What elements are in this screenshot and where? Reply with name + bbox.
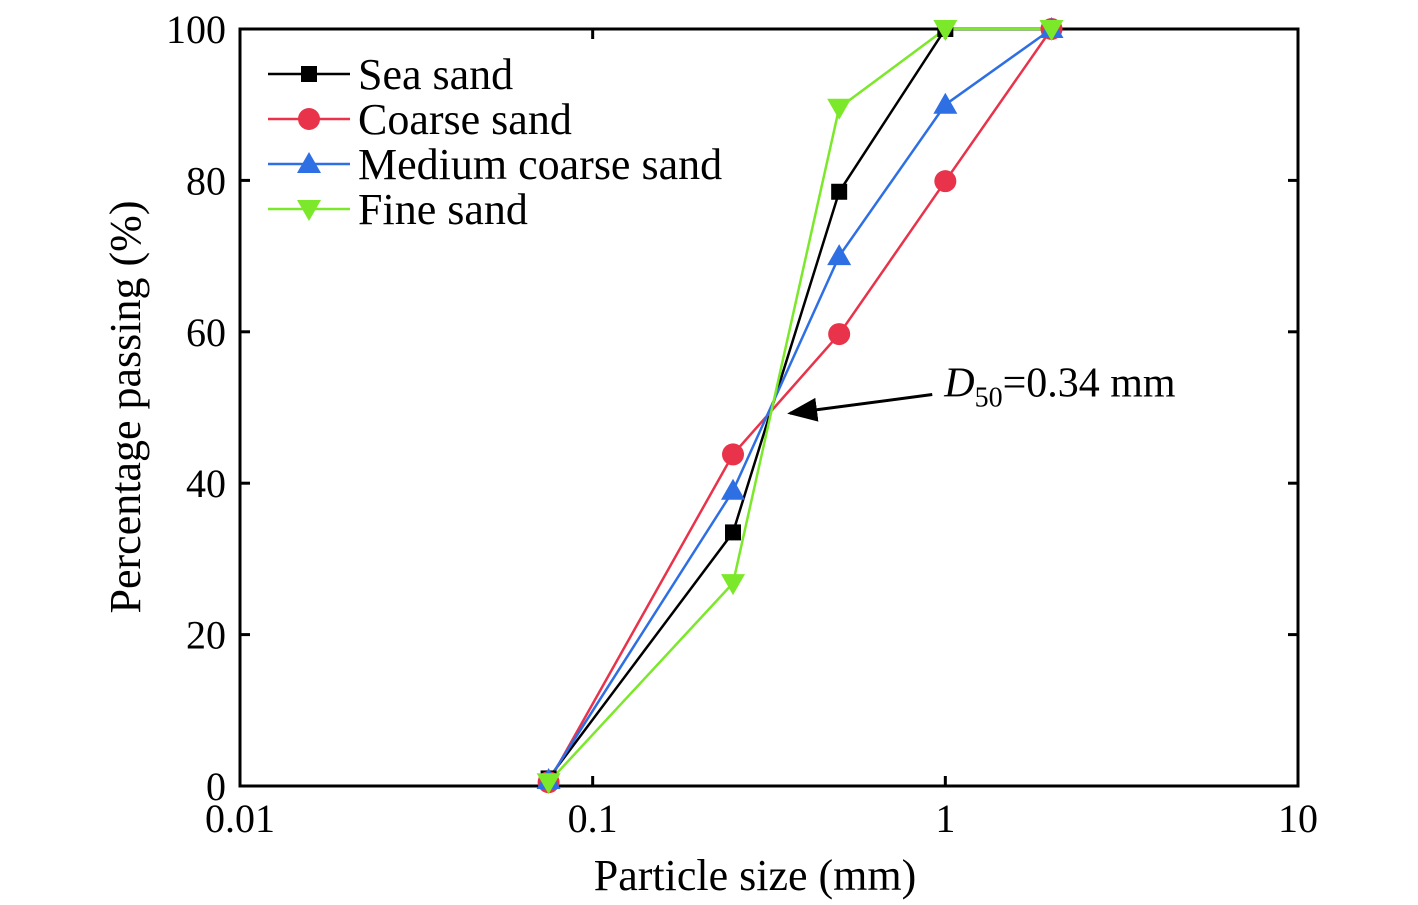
annotation: D50=0.34 mm <box>787 361 1176 422</box>
series-3-point-1 <box>721 574 746 596</box>
y-tick-label-2: 40 <box>186 461 226 506</box>
legend-label-2: Medium coarse sand <box>358 140 722 189</box>
y-tick-label-3: 60 <box>186 310 226 355</box>
legend-marker-3 <box>297 200 321 221</box>
series-markers <box>536 17 1064 795</box>
legend-marker-1 <box>298 108 320 130</box>
x-tick-label-0: 0.01 <box>205 796 275 841</box>
legend-label-3: Fine sand <box>358 185 528 234</box>
legend-label-1: Coarse sand <box>358 95 572 144</box>
legend-label-0: Sea sand <box>358 50 513 99</box>
y-tick-label-5: 100 <box>166 7 226 52</box>
x-tick-label-2: 1 <box>935 796 955 841</box>
y-axis-label: Percentage passing (%) <box>101 201 150 614</box>
annotation-main: D <box>943 361 974 407</box>
series-2-point-2 <box>827 244 852 266</box>
series-0-point-2 <box>831 183 848 200</box>
y-tick-label-1: 20 <box>186 613 226 658</box>
legend-marker-0 <box>301 66 317 82</box>
series-1-point-2 <box>828 323 851 346</box>
series-1-point-3 <box>934 170 957 193</box>
series-1-point-1 <box>722 443 745 466</box>
series-2-point-3 <box>933 92 958 114</box>
y-tick-label-0: 0 <box>206 764 226 809</box>
annotation-label: D50=0.34 mm <box>943 361 1176 414</box>
legend-marker-2 <box>297 152 321 173</box>
annotation-arrow <box>787 393 933 422</box>
series-0-point-1 <box>725 524 742 541</box>
series-3-point-2 <box>827 98 852 120</box>
x-tick-label-3: 10 <box>1278 796 1318 841</box>
plot-area <box>238 27 1300 788</box>
y-tick-label-4: 80 <box>186 158 226 203</box>
x-axis-label: Particle size (mm) <box>594 851 917 900</box>
series-2-point-1 <box>721 478 746 500</box>
series-3-point-3 <box>933 20 958 41</box>
annotation-subscript: 50 <box>975 383 1003 414</box>
x-tick-label-1: 0.1 <box>568 796 618 841</box>
annotation-rest: =0.34 mm <box>1003 361 1176 407</box>
series-3-point-4 <box>1039 20 1064 41</box>
series-3-point-0 <box>536 773 561 795</box>
